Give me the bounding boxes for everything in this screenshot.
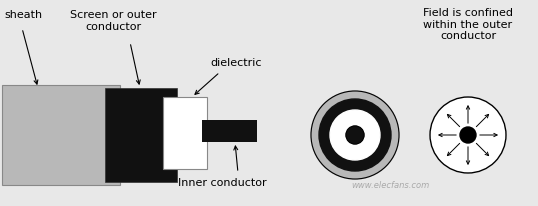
Text: dielectric: dielectric [210, 58, 261, 68]
Bar [2, 85, 120, 185]
Circle shape [311, 91, 399, 179]
Circle shape [319, 99, 391, 171]
Circle shape [460, 127, 476, 143]
Circle shape [346, 126, 364, 144]
Text: Screen or outer
conductor: Screen or outer conductor [70, 10, 157, 32]
Text: www.elecfans.com: www.elecfans.com [351, 181, 429, 190]
Bar [105, 88, 177, 182]
Text: sheath: sheath [4, 10, 42, 20]
Text: Field is confined
within the outer
conductor: Field is confined within the outer condu… [423, 8, 513, 41]
Text: Inner conductor: Inner conductor [178, 178, 266, 188]
Bar [202, 120, 257, 142]
Bar [163, 97, 207, 169]
Circle shape [430, 97, 506, 173]
Circle shape [330, 110, 380, 160]
